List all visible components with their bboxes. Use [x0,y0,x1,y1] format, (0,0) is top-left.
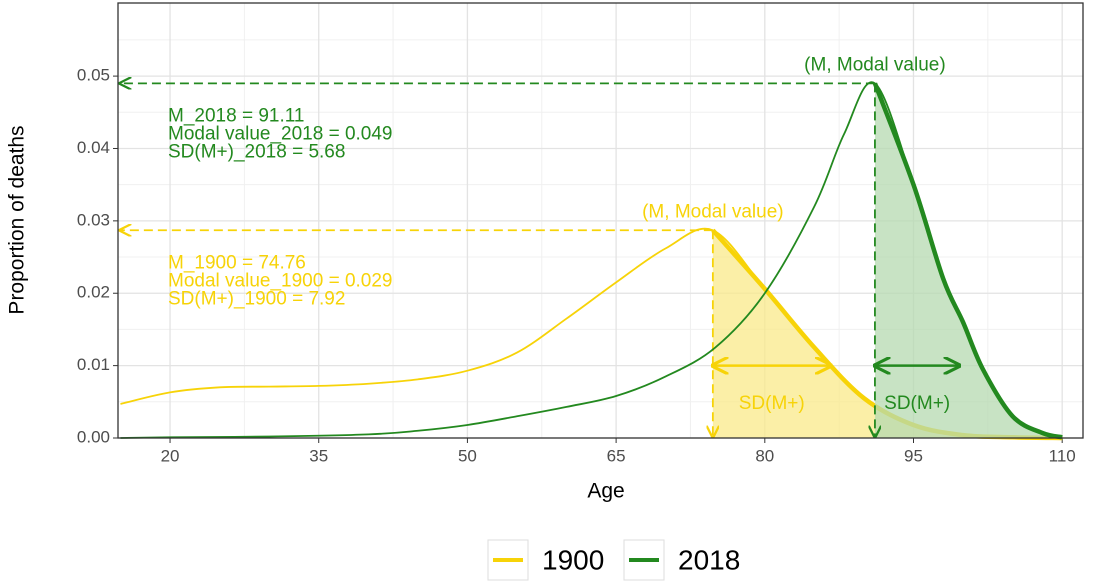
y-tick-label: 0.00 [77,427,110,446]
y-tick-label: 0.02 [77,283,110,302]
sd-label: SD(M+) [739,393,805,414]
sd-label: SD(M+) [884,393,950,414]
mode-label: (M, Modal value) [642,201,784,222]
mode-label: (M, Modal value) [804,54,946,75]
x-tick-label: 80 [755,446,774,465]
x-tick-label: 50 [458,446,477,465]
y-tick-label: 0.05 [77,66,110,85]
series-line-emphasis [872,82,1063,440]
x-tick-label: 110 [1049,446,1076,465]
x-axis-title: Age [587,480,624,503]
stat-label: SD(M+)_1900 = 7.92 [168,288,345,309]
y-axis-title: Proportion of deaths [6,125,29,314]
area [874,83,1063,438]
stat-label: Modal value_1900 = 0.029 [168,270,392,291]
x-tick-label: 65 [607,446,626,465]
y-tick-label: 0.04 [77,138,110,157]
y-tick-label: 0.01 [77,355,110,374]
x-tick-label: 35 [309,446,328,465]
x-tick-label: 95 [904,446,923,465]
area [712,230,1063,438]
plot-border [117,2,1084,439]
legend-label: 1900 [542,544,604,575]
stat-label: M_1900 = 74.76 [168,252,306,273]
stat-label: M_2018 = 91.11 [168,105,304,126]
stat-label: SD(M+)_2018 = 5.68 [168,141,345,162]
y-tick-label: 0.03 [77,210,110,229]
stat-label: Modal value_2018 = 0.049 [168,123,392,144]
x-tick-label: 20 [161,446,180,465]
legend-label: 2018 [678,544,740,575]
